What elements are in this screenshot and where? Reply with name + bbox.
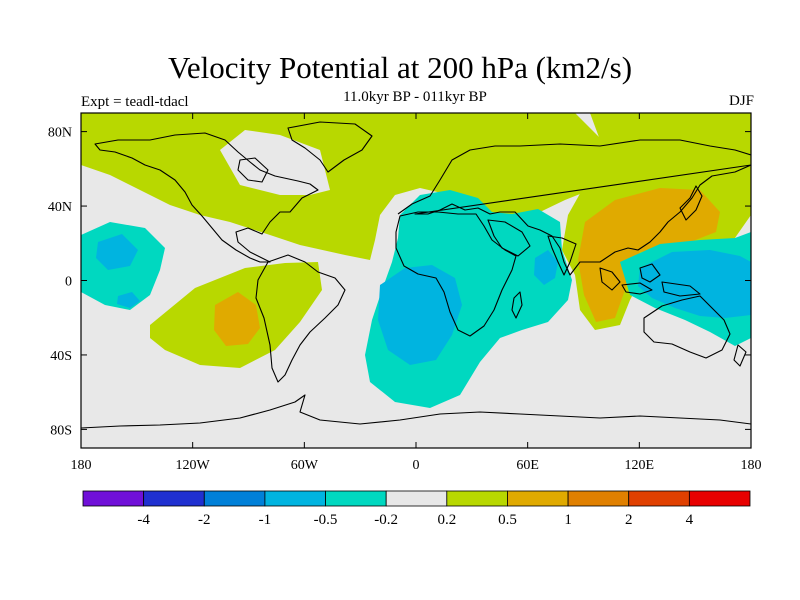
colorbar-swatch [446,490,508,507]
negative-atlantic-africa-core [378,250,558,365]
map-subtitle: 11.0kyr BP - 011kyr BP [343,89,487,105]
y-tick-label: 40N [48,200,72,215]
coast-africa [395,211,517,337]
coast-new-zealand [733,344,747,367]
contour-fill-layer [81,113,751,408]
x-tick-label: 0 [413,458,420,473]
colorbar-label: 0.5 [498,512,517,528]
colorbar-label: -0.2 [374,512,398,528]
colorbar-swatch [385,490,448,507]
colorbar-swatch [82,490,145,507]
colorbar: -4 -2 -1 -0.5 -0.2 0.2 0.5 1 2 4 [82,490,751,528]
colorbar-swatch [628,490,690,507]
colorbar-swatch [507,490,569,507]
y-tick-label: 80S [50,423,72,438]
colorbar-label: -0.5 [314,512,338,528]
positive-east-pacific-core [214,292,260,346]
coast-india [547,235,577,276]
colorbar-label: 0.2 [437,512,456,528]
colorbar-swatch [264,490,326,507]
x-tick-label: 60E [516,458,539,473]
y-tick-label: 0 [65,275,72,290]
coast-japan [679,185,703,221]
coast-europe-asia [397,139,751,276]
coast-south-america [255,254,346,383]
coast-southeast-asia-islands [599,263,701,297]
coast-australia [643,295,731,359]
x-tick-label: 180 [741,458,762,473]
colorbar-swatch [203,490,266,507]
colorbar-label: -2 [198,512,211,528]
colorbar-label: -4 [137,512,150,528]
x-tick-label: 120E [625,458,655,473]
coast-hudson-bay [237,157,269,183]
negative-west-pacific-core [638,250,751,318]
latitude-axis: 80N 40N 0 40S 80S [48,126,751,438]
season-label: DJF [728,93,754,109]
experiment-label: Expt = teadl-tdacl [81,94,189,110]
colorbar-swatch [325,490,387,507]
map-title: Velocity Potential at 200 hPa (km2/s) [167,50,633,85]
coast-greenland [287,121,373,173]
colorbar-label: -1 [259,512,272,528]
coastlines [81,121,751,429]
colorbar-label: 1 [564,512,572,528]
negative-central-pacific-core [96,234,140,308]
colorbar-label: 4 [686,512,694,528]
colorbar-swatch [688,490,751,507]
coast-north-america [94,132,319,263]
y-tick-label: 40S [50,349,72,364]
coast-arabia [487,219,531,257]
coast-antarctica [81,394,751,429]
positive-north-pacific-atlantic [81,113,610,260]
y-tick-label: 80N [48,126,72,141]
x-tick-label: 120W [176,458,211,473]
colorbar-swatch [567,490,630,507]
colorbar-label: 2 [625,512,633,528]
x-tick-label: 180 [71,458,92,473]
coast-madagascar [511,291,523,319]
colorbar-swatch [143,490,205,507]
x-tick-label: 60W [291,458,319,473]
longitude-axis: 180 120W 60W 0 60E 120E 180 [71,113,762,473]
